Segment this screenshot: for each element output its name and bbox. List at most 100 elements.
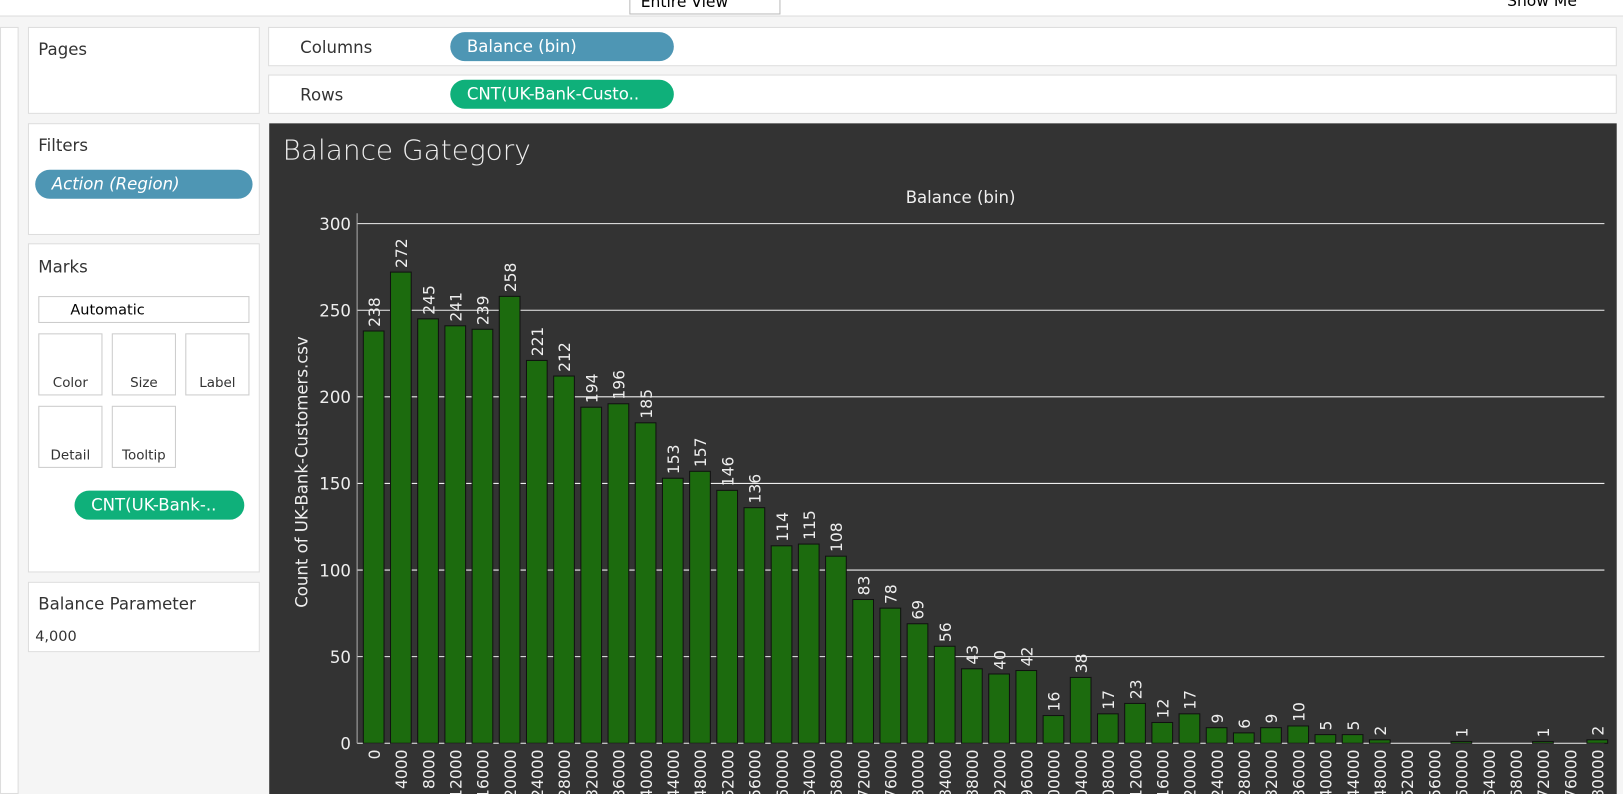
value-label: 245	[420, 285, 438, 315]
x-tick-label: 168000	[1508, 749, 1526, 794]
value-label: 136	[747, 474, 765, 504]
columns-pill[interactable]: Balance (bin)	[450, 32, 674, 62]
x-tick-label: 88000	[964, 749, 982, 794]
y-tick-label: 100	[319, 561, 351, 580]
x-tick-label: 140000	[1318, 749, 1336, 794]
card-title: Marks	[38, 256, 88, 277]
size-button[interactable]: Size	[111, 333, 176, 396]
value-label: 6	[1236, 719, 1254, 729]
x-tick-label: 180000	[1590, 749, 1608, 794]
bar	[1232, 732, 1255, 744]
bar	[852, 598, 874, 744]
x-tick-label: 80000	[910, 749, 928, 794]
x-tick-label: 44000	[665, 749, 683, 794]
value-label: 146	[719, 457, 737, 487]
card-title: Filters	[38, 135, 88, 156]
bar	[417, 318, 439, 744]
x-tick-label: 148000	[1372, 749, 1390, 794]
detail-button[interactable]: Detail	[38, 405, 103, 468]
x-tick-label: 156000	[1426, 749, 1444, 794]
bar	[716, 489, 739, 744]
y-tick-label: 0	[340, 734, 351, 753]
rows-pill[interactable]: CNT(UK-Bank-Custo..	[450, 79, 674, 109]
bar	[1096, 713, 1119, 744]
y-tick-label: 250	[319, 301, 351, 320]
x-tick-label: 72000	[855, 749, 873, 794]
filter-pill[interactable]: Action (Region)	[35, 169, 253, 199]
value-label: 241	[447, 292, 465, 322]
fit-dropdown[interactable]: Entire View	[629, 0, 781, 15]
shelf-label: Rows	[300, 84, 344, 105]
y-axis-title: Count of UK-Bank-Customers.csv	[292, 336, 311, 608]
value-label: 212	[556, 342, 574, 372]
bar	[1124, 702, 1146, 744]
chart-title: Balance Gategory	[283, 133, 531, 166]
value-label: 2	[1372, 726, 1390, 736]
x-tick-label: 32000	[583, 749, 601, 794]
bar	[661, 477, 684, 744]
label-pill[interactable]: CNT(UK-Bank-..	[74, 490, 245, 520]
bar	[1287, 725, 1310, 744]
bar	[471, 328, 494, 744]
value-label: 17	[1100, 690, 1118, 710]
value-label: 185	[638, 389, 656, 419]
value-label: 9	[1263, 714, 1281, 724]
x-tick-label: 68000	[828, 749, 846, 794]
pages-card: Pages	[27, 26, 260, 114]
x-tick-label: 116000	[1154, 749, 1172, 794]
x-tick-label: 112000	[1127, 749, 1145, 794]
x-tick-label: 152000	[1399, 749, 1417, 794]
x-tick-label: 164000	[1481, 749, 1499, 794]
value-label: 17	[1182, 690, 1200, 710]
x-tick-label: 160000	[1454, 749, 1472, 794]
value-label: 221	[529, 327, 547, 357]
bar	[1341, 734, 1364, 744]
value-label: 1	[1535, 728, 1553, 738]
bar	[1532, 741, 1554, 744]
x-tick-label: 48000	[692, 749, 710, 794]
bar	[988, 673, 1010, 744]
value-label: 9	[1209, 714, 1227, 724]
toolbar: Entire View Show Me	[0, 0, 1623, 17]
x-tick-label: 36000	[611, 749, 629, 794]
value-label: 1	[1454, 728, 1472, 738]
bar	[362, 330, 385, 744]
label-button[interactable]: Label	[185, 333, 250, 396]
bar	[444, 325, 467, 744]
value-label: 12	[1154, 699, 1172, 719]
value-label: 78	[883, 584, 901, 604]
bar	[743, 507, 766, 744]
y-tick-label: 50	[330, 648, 351, 667]
bar	[906, 623, 929, 744]
x-tick-label: 100000	[1046, 749, 1064, 794]
value-label: 16	[1046, 692, 1064, 712]
value-label: 258	[502, 263, 520, 293]
bar	[580, 406, 603, 744]
tooltip-button[interactable]: Tooltip	[111, 405, 176, 468]
bar	[879, 607, 902, 744]
value-label: 23	[1127, 680, 1145, 700]
x-tick-label: 104000	[1073, 749, 1091, 794]
bar	[1042, 715, 1065, 744]
value-label: 238	[366, 297, 384, 327]
x-tick-label: 172000	[1535, 749, 1553, 794]
bar	[498, 295, 521, 744]
bar	[961, 668, 983, 744]
x-tick-label: 52000	[719, 749, 737, 794]
mark-type-dropdown[interactable]: Automatic	[38, 296, 250, 323]
filters-card: Filters Action (Region)	[27, 123, 260, 235]
x-tick-label: 92000	[991, 749, 1009, 794]
color-button[interactable]: Color	[38, 333, 103, 396]
value-label: 43	[964, 645, 982, 665]
show-me[interactable]: Show Me	[1507, 0, 1577, 11]
bar	[1205, 727, 1228, 744]
x-tick-label: 132000	[1263, 749, 1281, 794]
x-tick-label: 108000	[1100, 749, 1118, 794]
x-tick-label: 12000	[447, 749, 465, 794]
card-title: Balance Parameter	[38, 594, 196, 614]
x-tick-label: 60000	[774, 749, 792, 794]
parameter-value[interactable]: 4,000	[35, 628, 77, 645]
value-label: 38	[1073, 654, 1091, 674]
bar	[689, 470, 711, 744]
